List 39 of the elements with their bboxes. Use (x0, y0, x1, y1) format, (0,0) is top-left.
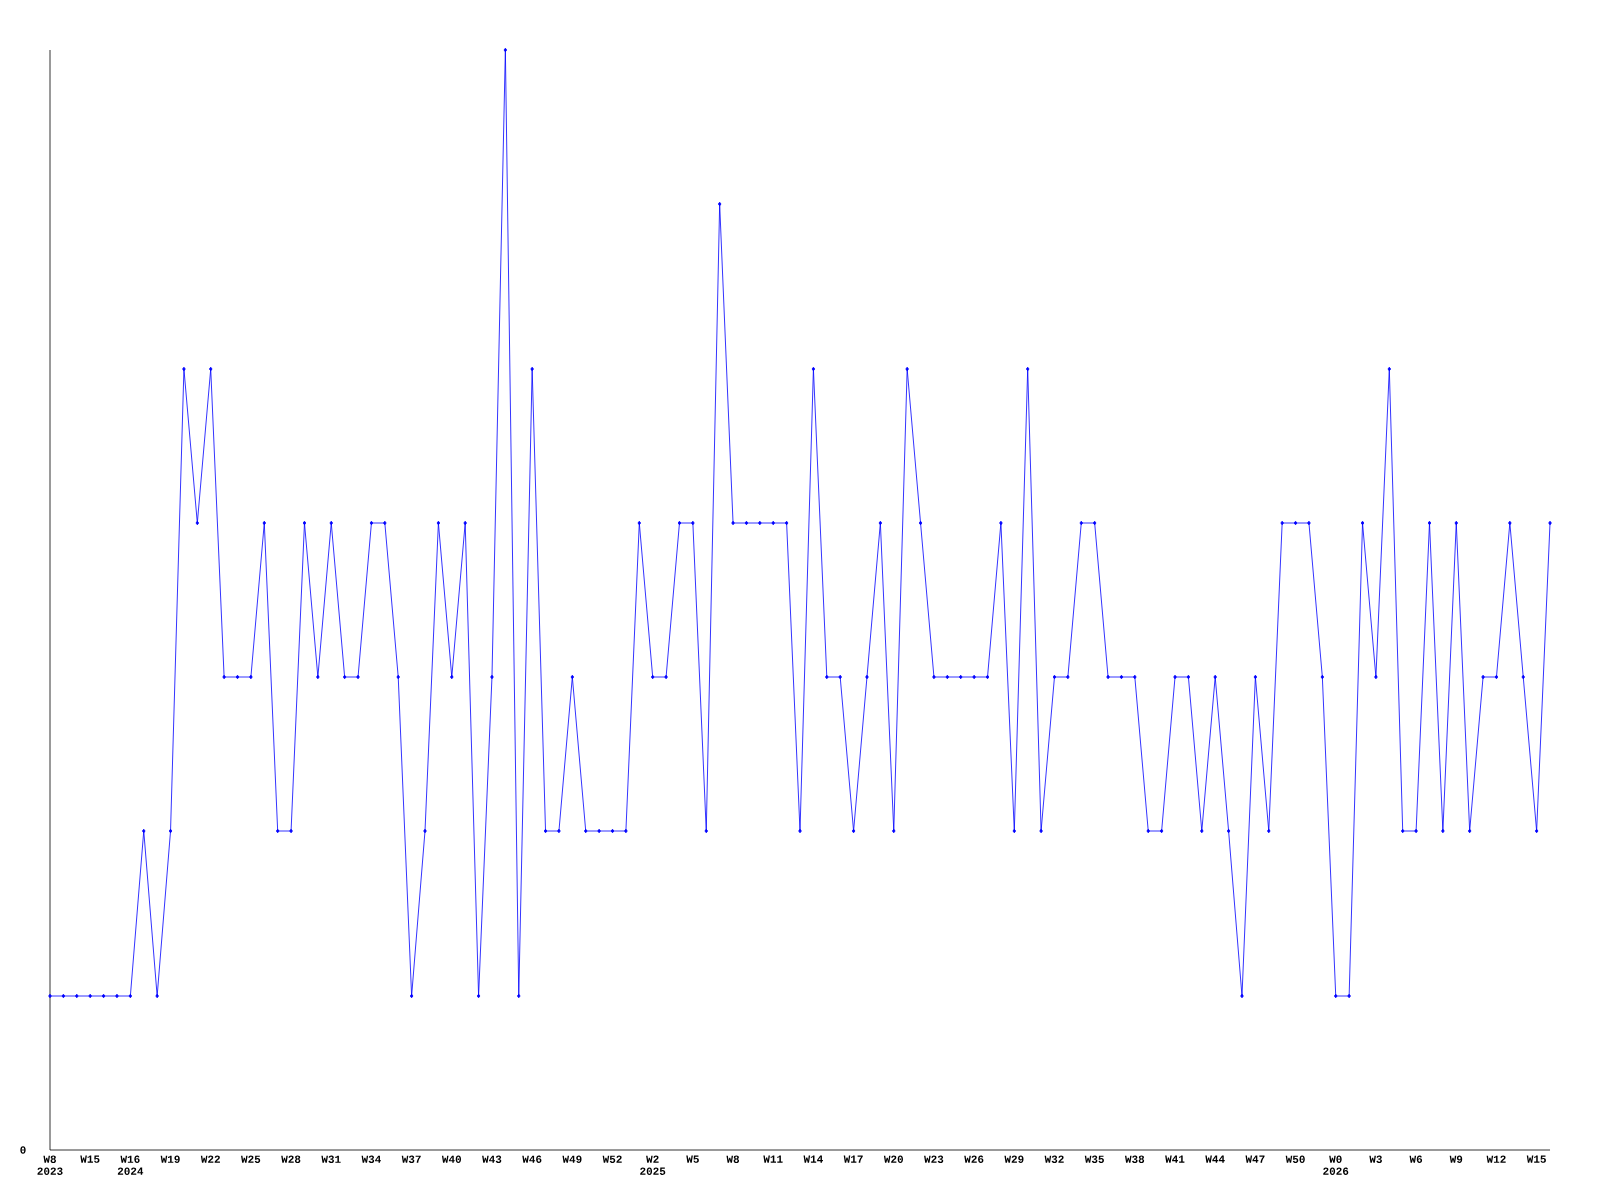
x-tick-label: W3 (1369, 1155, 1382, 1163)
x-tick-label: W23 (924, 1155, 944, 1163)
x-tick-label: W31 (321, 1155, 341, 1163)
x-tick-label: W47 (1245, 1155, 1265, 1163)
x-tick-label: W2 2025 (640, 1155, 666, 1175)
x-tick-label: W37 (401, 1155, 421, 1163)
x-tick-label: W43 (482, 1155, 502, 1163)
x-tick-label: W5 (686, 1155, 699, 1163)
x-tick-label: W9 (1449, 1155, 1463, 1163)
x-tick-label: W22 (200, 1155, 220, 1163)
x-tick-label: W44 (1205, 1155, 1225, 1163)
x-tick-label: W12 (1486, 1155, 1506, 1163)
x-tick-label: W52 (602, 1155, 622, 1163)
x-tick-label: W38 (1124, 1155, 1145, 1163)
x-tick-label: W17 (843, 1155, 863, 1163)
x-tick-label: W8 2023 (37, 1155, 63, 1175)
x-tick-label: W40 (441, 1155, 462, 1163)
x-tick-label: W35 (1084, 1155, 1104, 1163)
x-tick-label: W6 (1409, 1155, 1423, 1163)
x-tick-label: W34 (361, 1155, 381, 1163)
x-tick-label: W16 2024 (117, 1155, 144, 1175)
x-tick-label: W14 (803, 1155, 823, 1163)
x-tick-label: W46 (522, 1155, 542, 1163)
x-tick-label: W19 (160, 1155, 180, 1163)
x-tick-label: W11 (763, 1155, 783, 1163)
x-tick-label: W26 (964, 1155, 984, 1163)
x-tick-label: W32 (1044, 1155, 1064, 1163)
x-tick-label: W15 (1526, 1155, 1546, 1163)
x-tick-label: W15 (80, 1155, 100, 1163)
x-tick-label: W8 (726, 1155, 740, 1163)
text: 0 (20, 1146, 26, 1154)
x-tick-label: W41 (1165, 1155, 1185, 1163)
x-tick-label: W28 (281, 1155, 301, 1163)
x-tick-label: W50 (1285, 1155, 1305, 1163)
x-tick-label: W29 (1004, 1155, 1024, 1163)
x-tick-label: W20 (883, 1155, 903, 1163)
x-tick-label: W25 (241, 1155, 261, 1163)
x-tick-label: W0 2026 (1323, 1155, 1349, 1175)
x-tick-label: W49 (562, 1155, 582, 1163)
